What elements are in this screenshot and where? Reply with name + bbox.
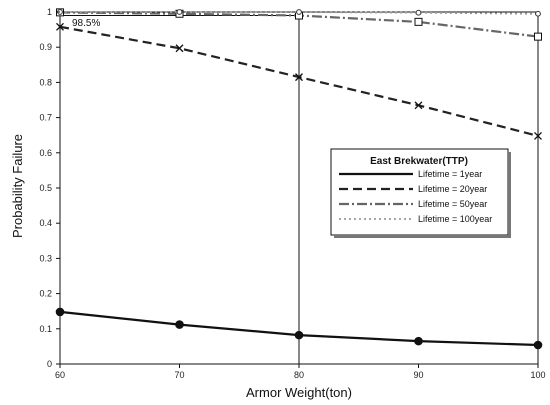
data-point [415, 9, 422, 16]
legend-box [330, 148, 509, 236]
legend-item-2: Lifetime = 20year [339, 184, 487, 194]
x-tick-label: 90 [413, 370, 423, 380]
y-tick-label: 0.4 [39, 218, 52, 228]
data-point [414, 101, 423, 110]
data-point [176, 9, 183, 15]
y-tick-label: 0.8 [39, 77, 52, 87]
y-tick-label: 0.2 [39, 289, 52, 299]
legend-item-3: Lifetime = 50year [339, 199, 487, 209]
y-tick-label: 0.7 [39, 113, 52, 123]
legend-label: Lifetime = 1year [418, 169, 482, 179]
data-point [55, 307, 65, 317]
data-point [414, 17, 423, 26]
legend-label: Lifetime = 100year [418, 214, 492, 224]
legend-item-1: Lifetime = 1year [339, 169, 482, 179]
data-point [535, 10, 541, 17]
x-tick-label: 70 [174, 370, 184, 380]
x-axis-label: Armor Weight(ton) [246, 385, 352, 400]
y-axis-label: Probability Failure [10, 134, 25, 238]
y-tick-label: 1 [47, 7, 52, 17]
data-point [295, 73, 303, 82]
reference-lines [60, 12, 300, 364]
annotation-98-5: 98.5% [72, 18, 100, 29]
legend-label: Lifetime = 20year [418, 184, 487, 194]
data-point [175, 44, 184, 53]
legend-shadow-bottom [334, 235, 511, 238]
y-tick-label: 0.6 [39, 148, 52, 158]
data-point [534, 32, 542, 41]
data-point [533, 340, 543, 350]
y-tick-label: 0 [47, 359, 52, 369]
x-tick-label: 60 [55, 370, 65, 380]
legend-item-4: Lifetime = 100year [339, 214, 492, 224]
x-tick-label: 80 [294, 370, 304, 380]
legend: East Brekwater(TTP) Lifetime = 1year Life… [330, 148, 511, 238]
series-2 [56, 22, 542, 140]
data-point [534, 131, 542, 140]
legend-shadow [508, 152, 511, 238]
legend-title: East Brekwater(TTP) [370, 156, 468, 167]
data-point [296, 9, 302, 15]
data-point [175, 320, 184, 329]
data-point [56, 22, 64, 31]
y-tick-label: 0.3 [39, 253, 52, 263]
data-point [414, 336, 423, 346]
x-tick-label: 100 [530, 370, 545, 380]
y-tick-label: 0.5 [39, 183, 52, 193]
data-point [294, 330, 304, 340]
series-group [55, 8, 543, 350]
tick-group: 60 70 80 90 100 0 0.1 0.2 0.3 0.4 0.5 0.6 0.7 0.8 0.9 1 [39, 7, 545, 380]
y-tick-label: 0.1 [39, 324, 52, 334]
y-tick-label: 0.9 [39, 42, 52, 52]
series-1 [55, 307, 543, 350]
legend-label: Lifetime = 50year [418, 199, 487, 209]
